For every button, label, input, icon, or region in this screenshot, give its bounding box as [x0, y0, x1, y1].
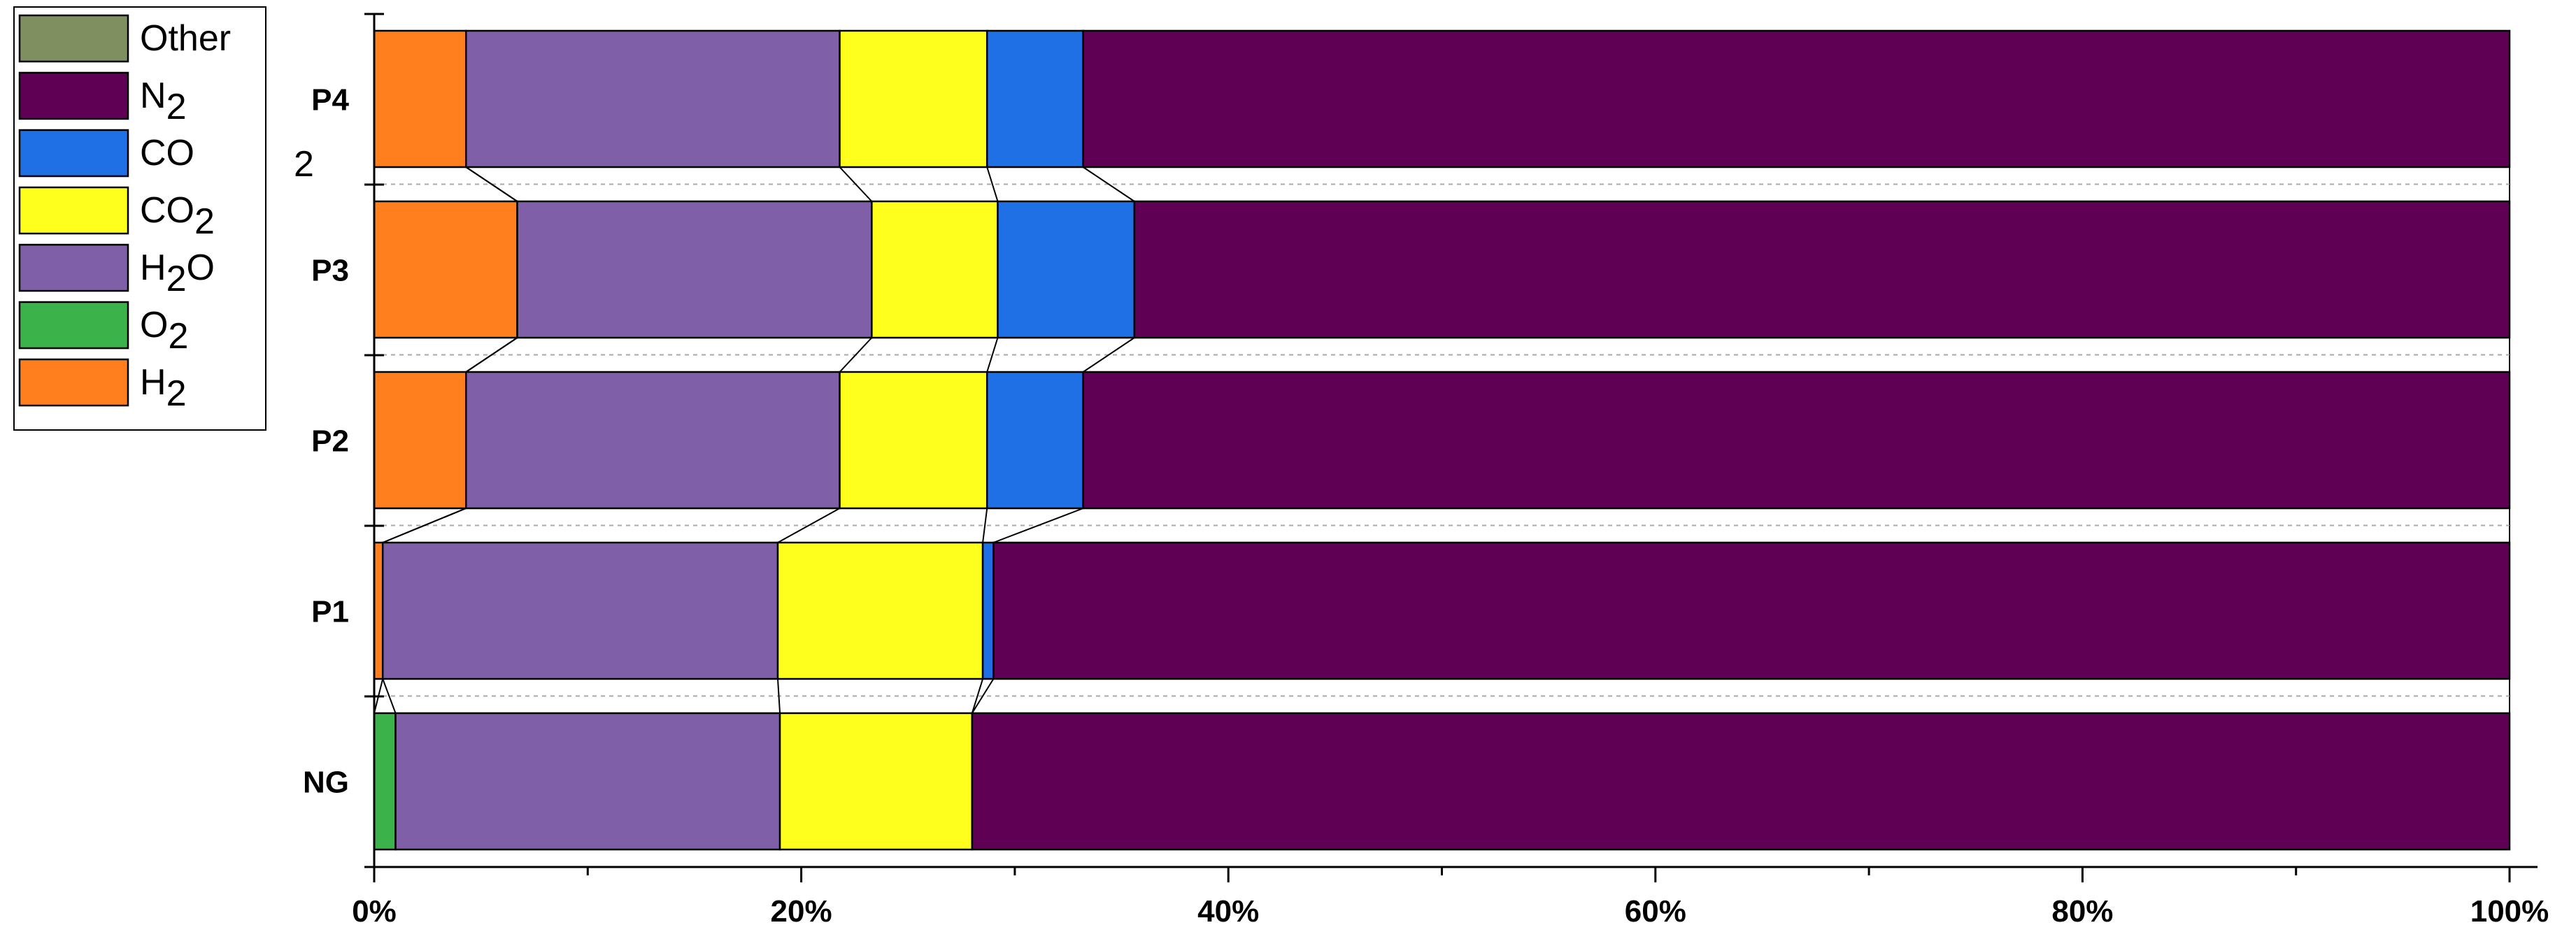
bar-p2-h2 — [373, 371, 467, 510]
bar-ng-n2 — [971, 712, 2511, 851]
bar-ng-o2 — [373, 712, 397, 851]
bar-p1-h2 — [373, 541, 384, 680]
x-tick-label-2: 40% — [1197, 894, 1259, 929]
bar-p2-co — [985, 371, 1084, 510]
bar-p2-co2 — [839, 371, 988, 510]
bar-p1-h2o — [381, 541, 779, 680]
category-label-p2: P2 — [311, 424, 349, 459]
bar-p4-n2 — [1082, 29, 2511, 169]
legend-label-h2o: H2O — [140, 248, 215, 299]
legend-stray-subscript: 2 — [294, 144, 314, 185]
bar-p4-co2 — [839, 29, 988, 169]
legend-swatch-o2 — [18, 301, 129, 350]
x-tick-label-3: 60% — [1625, 894, 1686, 929]
connector-1-4 — [993, 508, 1083, 543]
category-label-ng: NG — [303, 766, 349, 800]
x-tick-label-0: 0% — [352, 894, 397, 929]
legend-label-h2: H2 — [140, 362, 186, 414]
bar-p1-co2 — [776, 541, 984, 680]
legend-swatch-h2 — [18, 358, 129, 407]
bar-p1-n2 — [992, 541, 2511, 680]
legend-label-n2: N2 — [140, 76, 186, 127]
legend-swatch-other — [18, 14, 129, 63]
bar-p3-h2o — [516, 200, 873, 339]
connector-2-3 — [986, 337, 999, 373]
category-label-p4: P4 — [311, 83, 349, 117]
category-label-p1: P1 — [311, 595, 349, 629]
bar-p2-h2o — [465, 371, 841, 510]
bar-p4-co — [985, 29, 1084, 169]
legend-swatch-h2o — [18, 243, 129, 292]
connector-2-h2 — [465, 337, 518, 373]
plot-area — [373, 29, 2511, 851]
connector-1-3 — [982, 508, 988, 543]
bar-p3-co — [997, 200, 1136, 339]
bar-ng-co2 — [778, 712, 974, 851]
legend-label-o2: O2 — [140, 305, 188, 357]
legend-label-co2: CO2 — [140, 190, 215, 242]
x-tick-label-1: 20% — [771, 894, 832, 929]
axes: NG P1 P2 P3 P4 0% 20% 40% 60% 80% 100% — [303, 13, 2549, 929]
bar-p3-n2 — [1133, 200, 2511, 339]
connector-0-1 — [382, 678, 397, 714]
bar-p3-h2 — [373, 200, 518, 339]
bar-p2-n2 — [1082, 371, 2511, 510]
legend-swatch-n2 — [18, 71, 129, 120]
connector-3-3 — [986, 166, 999, 202]
connector-0-2 — [777, 678, 781, 714]
legend-swatch-co — [18, 129, 129, 178]
bar-p3-co2 — [871, 200, 999, 339]
legend-label-other: Other — [140, 18, 231, 59]
connector-3-2 — [839, 166, 873, 202]
connector-1-2 — [777, 508, 841, 543]
connector-3-h2 — [465, 166, 518, 202]
connector-1-h2 — [382, 508, 467, 543]
x-tick-label-5: 100% — [2470, 894, 2549, 929]
category-label-p3: P3 — [311, 254, 349, 288]
connector-2-2 — [839, 337, 873, 373]
bar-p4-h2o — [465, 29, 841, 169]
legend-label-co: CO — [140, 133, 194, 173]
connector-3-4 — [1083, 166, 1135, 202]
x-tick-label-4: 80% — [2051, 894, 2113, 929]
legend-swatch-co2 — [18, 186, 129, 235]
connector-2-4 — [1083, 337, 1135, 373]
bar-ng-h2o — [394, 712, 781, 851]
bar-p1-co — [981, 541, 995, 680]
connector-0-3 — [971, 678, 984, 714]
connector-0-4 — [971, 678, 995, 714]
bar-p4-h2 — [373, 29, 467, 169]
